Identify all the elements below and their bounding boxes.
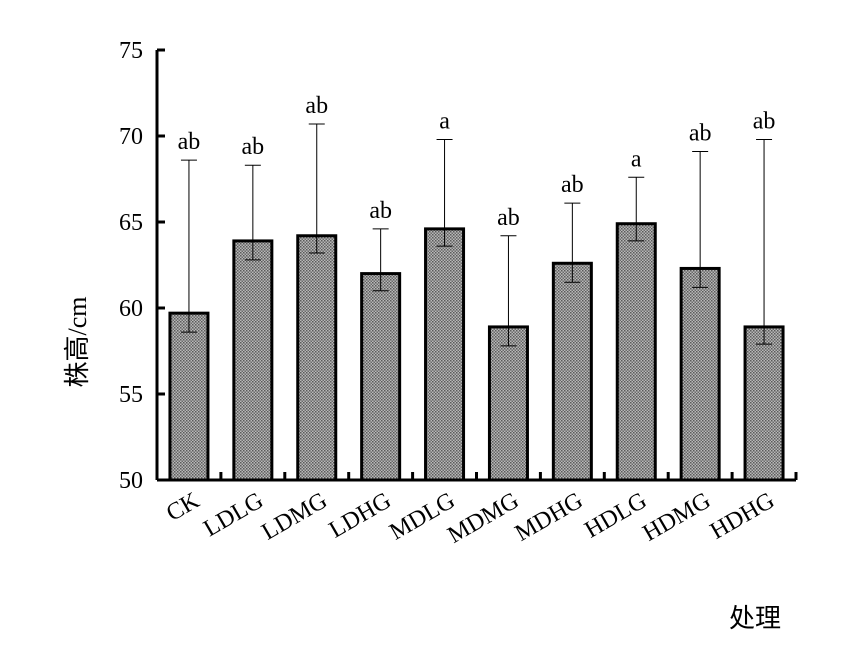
significance-label-ldhg: ab — [369, 198, 392, 224]
y-tick-label-65: 65 — [119, 210, 143, 236]
bar-mdhg — [551, 261, 593, 482]
y-axis-title: 株高/cm — [63, 297, 92, 388]
significance-label-mdlg: a — [439, 108, 450, 134]
x-tick-label-ldlg: LDLG — [199, 488, 267, 543]
x-tick-label-mdmg: MDMG — [443, 488, 523, 549]
bar-ldmg — [296, 234, 338, 482]
bar-mdlg — [424, 227, 466, 482]
bar-hdmg — [679, 266, 721, 482]
significance-label-ldmg: ab — [305, 93, 328, 119]
bar-hdhg — [743, 325, 785, 482]
y-tick-label-55: 55 — [119, 382, 143, 408]
x-tick-label-ldhg: LDHG — [325, 488, 396, 544]
x-tick-label-ldmg: LDMG — [258, 488, 332, 546]
significance-label-mdhg: ab — [561, 172, 584, 198]
significance-label-hdlg: a — [631, 146, 642, 172]
y-tick-label-70: 70 — [119, 124, 143, 150]
bar-ldlg — [232, 239, 274, 482]
y-tick-label-50: 50 — [119, 468, 143, 494]
significance-label-ldlg: ab — [242, 134, 265, 160]
x-tick-label-hdhg: HDHG — [706, 488, 779, 545]
bar-mdmg — [487, 325, 529, 482]
x-tick-label-hdlg: HDLG — [581, 488, 652, 544]
significance-label-hdmg: ab — [689, 120, 712, 146]
y-tick-label-75: 75 — [119, 38, 143, 64]
x-tick-label-hdmg: HDMG — [639, 488, 716, 547]
bar-ldhg — [360, 272, 402, 482]
y-tick-label-60: 60 — [119, 296, 143, 322]
significance-label-ck: ab — [178, 129, 201, 155]
x-axis-title: 处理 — [729, 604, 781, 633]
significance-label-hdhg: ab — [753, 108, 776, 134]
significance-label-mdmg: ab — [497, 205, 520, 231]
bar-ck — [168, 311, 210, 482]
x-tick-label-mdhg: MDHG — [511, 488, 588, 547]
x-tick-label-ck: CK — [162, 487, 204, 527]
bar-hdlg — [615, 222, 657, 482]
